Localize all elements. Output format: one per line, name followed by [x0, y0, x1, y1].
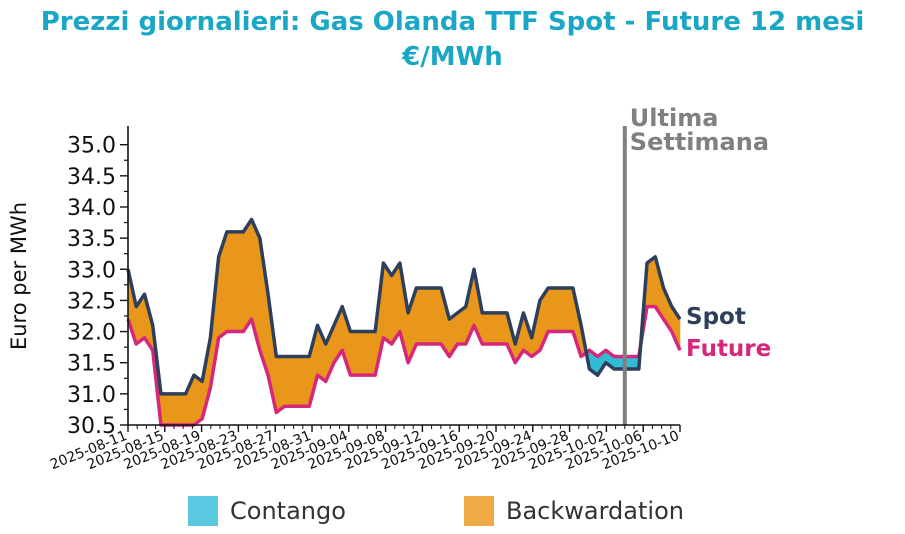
backwardation-fill-segment: [490, 312, 500, 345]
contango-swatch: [188, 496, 218, 526]
last-week-label-line1: Ultima: [630, 104, 719, 132]
y-tick-label: 32.0: [67, 321, 116, 346]
backwardation-fill-segment: [358, 331, 368, 376]
backwardation-fill-segment: [292, 356, 302, 407]
backwardation-fill-segment: [168, 393, 178, 426]
spot-series-line: [126, 217, 682, 396]
backwardation-swatch: [464, 496, 494, 526]
x-axis: 2025-08-112025-08-152025-08-192025-08-23…: [48, 424, 681, 473]
y-axis-label: Euro per MWh: [7, 202, 31, 350]
backwardation-fill-segment: [432, 287, 442, 345]
legend-item-backwardation: Backwardation: [464, 496, 684, 526]
backwardation-fill-segment: [226, 231, 236, 332]
y-tick-label: 33.5: [67, 227, 116, 252]
backwardation-fill-segment: [275, 356, 285, 414]
backwardation-fill-segment: [498, 312, 508, 345]
backwardation-fill-segment: [481, 312, 491, 345]
backwardation-fill-segment: [177, 393, 186, 426]
y-tick-label: 31.5: [67, 352, 116, 377]
y-axis: 30.5 31.0 31.5 32.0 32.5 33.0 33.5 34.0 34.5 35.0: [67, 126, 129, 439]
backwardation-fill-segment: [350, 331, 359, 376]
y-tick-label: 33.0: [67, 258, 116, 283]
chart-title: Prezzi giornalieri: Gas Olanda TTF Spot …: [40, 7, 865, 37]
y-tick-label: 34.0: [67, 196, 116, 221]
spot-end-label: Spot: [686, 304, 746, 330]
y-tick-label: 31.0: [67, 383, 116, 408]
backwardation-fill-segment: [424, 287, 434, 345]
chart-subtitle: €/MWh: [402, 42, 503, 72]
backwardation-fill-segment: [300, 356, 310, 407]
y-tick-label: 32.5: [67, 289, 116, 314]
y-tick-label: 35.0: [67, 134, 116, 159]
backwardation-fill-segment: [243, 218, 252, 333]
last-week-label-line2: Settimana: [630, 128, 769, 156]
backwardation-fill-segment: [564, 287, 574, 332]
backwardation-fill-segment: [366, 331, 376, 376]
y-tick-label: 30.5: [67, 414, 116, 439]
backwardation-fill-segment: [234, 231, 244, 332]
legend-item-contango: Contango: [188, 496, 346, 526]
backwardation-fill-segment: [547, 287, 557, 332]
backwardation-fill-segment: [416, 287, 425, 345]
future-end-label: Future: [686, 336, 771, 362]
legend-label-contango: Contango: [230, 497, 346, 525]
backwardation-fill-segment: [556, 287, 565, 332]
y-tick-label: 34.5: [67, 165, 116, 190]
backwardation-fill-segment: [284, 356, 294, 407]
contango-fill-segment: [613, 356, 623, 370]
future-series-line: [126, 304, 682, 427]
legend-label-backwardation: Backwardation: [506, 497, 684, 525]
